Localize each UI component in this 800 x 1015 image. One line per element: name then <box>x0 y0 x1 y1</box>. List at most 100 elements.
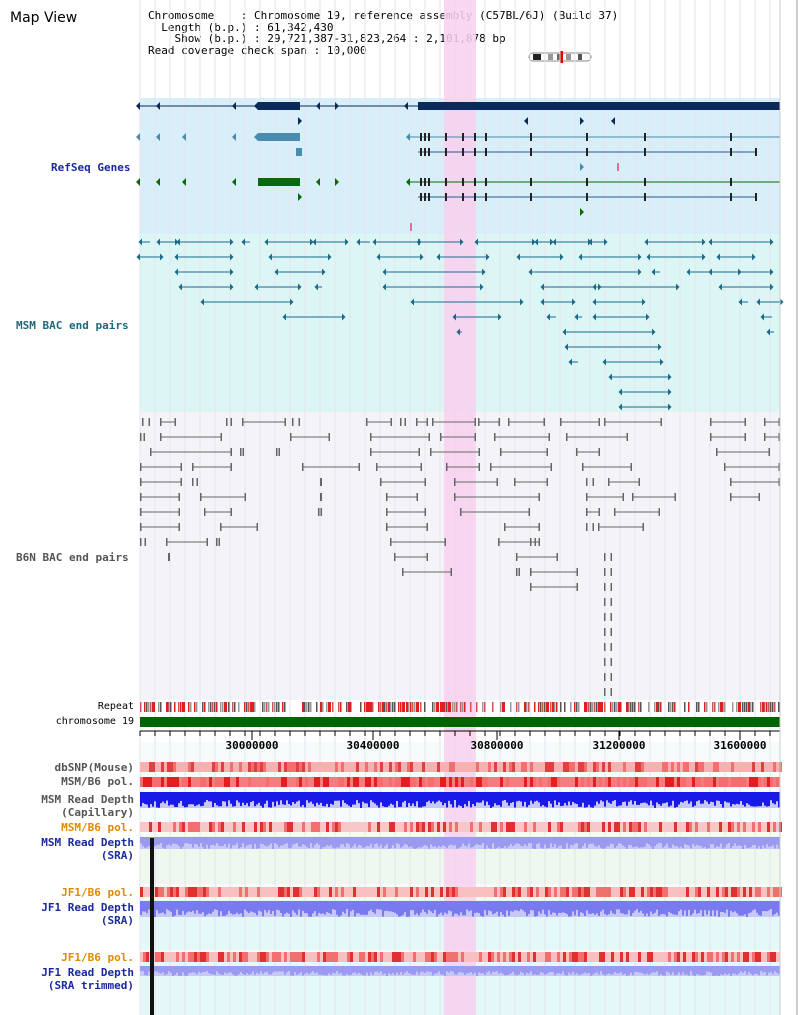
strand-arrow <box>592 283 596 291</box>
depth-bar <box>708 837 710 848</box>
track-label-jf1-depth-trimmed[interactable]: JF1 Read Depth <box>41 966 134 979</box>
depth-bar <box>240 901 242 914</box>
repeat-element <box>380 702 382 712</box>
track-label-jf1-b6-pol-2[interactable]: JF1/B6 pol. <box>61 951 134 964</box>
heat-cell <box>503 952 506 962</box>
depth-bar <box>250 966 252 974</box>
bac-end <box>610 628 612 636</box>
heat-cell <box>455 822 458 832</box>
heat-cell <box>773 822 776 832</box>
depth-bar <box>242 901 244 917</box>
depth-bar <box>408 837 410 848</box>
depth-bar <box>390 901 392 912</box>
depth-bar <box>212 792 214 807</box>
gene-exon <box>258 102 300 110</box>
depth-bar <box>750 966 752 974</box>
heat-cell <box>323 777 326 787</box>
depth-bar <box>548 901 550 911</box>
depth-bar <box>534 901 536 917</box>
depth-bar <box>754 901 756 910</box>
depth-bar <box>314 966 316 974</box>
strand-arrow <box>436 253 440 261</box>
depth-bar <box>754 792 756 807</box>
depth-bar <box>292 837 294 845</box>
heat-cell <box>167 887 170 897</box>
depth-bar <box>718 966 720 976</box>
depth-bar <box>608 792 610 803</box>
depth-bar <box>716 901 718 911</box>
depth-bar <box>558 792 560 803</box>
depth-bar <box>380 792 382 803</box>
repeat-element <box>306 702 308 712</box>
gene-exon <box>730 193 732 201</box>
repeat-element <box>470 702 472 712</box>
depth-bar <box>262 792 264 808</box>
repeat-element <box>612 702 614 712</box>
depth-bar <box>590 837 592 844</box>
depth-bar <box>234 792 236 807</box>
depth-bar <box>564 792 566 804</box>
heat-cell <box>689 822 692 832</box>
track-label-refseq[interactable]: RefSeq Genes <box>51 161 131 174</box>
bac-end <box>598 418 600 426</box>
repeat-element <box>564 702 566 712</box>
heat-cell <box>518 952 521 962</box>
track-label-msm-bac[interactable]: MSM BAC end pairs <box>16 319 129 332</box>
bac-end <box>614 508 616 516</box>
heat-cell <box>683 762 686 772</box>
bac-end <box>560 418 562 426</box>
depth-bar <box>712 837 714 845</box>
repeat-element <box>398 702 400 712</box>
depth-bar <box>446 901 448 914</box>
depth-bar <box>198 901 200 914</box>
depth-bar <box>172 792 174 805</box>
gene-exon <box>296 148 302 156</box>
heat-cell <box>452 887 455 897</box>
depth-bar <box>286 901 288 913</box>
depth-bar <box>722 966 724 976</box>
depth-bar <box>660 966 662 975</box>
depth-bar <box>220 792 222 807</box>
track-label-msm-depth-capillary[interactable]: MSM Read Depth <box>41 793 134 806</box>
heat-cell <box>719 822 722 832</box>
depth-bar <box>542 966 544 973</box>
strand-arrow <box>156 178 160 186</box>
depth-bar <box>530 966 532 972</box>
repeat-element <box>746 702 748 712</box>
heat-cell <box>326 777 329 787</box>
repeat-element <box>724 702 726 712</box>
depth-bar <box>396 837 398 844</box>
depth-bar <box>600 837 602 848</box>
track-label-msm-b6-pol[interactable]: MSM/B6 pol. <box>61 775 134 788</box>
track-label-b6n-bac[interactable]: B6N BAC end pairs <box>16 551 129 564</box>
depth-bar <box>732 966 734 974</box>
depth-bar <box>326 792 328 804</box>
track-label-msm-depth-sra[interactable]: MSM Read Depth <box>41 836 134 849</box>
depth-bar <box>442 792 444 806</box>
track-label-jf1-b6-pol[interactable]: JF1/B6 pol. <box>61 886 134 899</box>
bac-end <box>220 523 222 531</box>
track-label-msm-b6-pol-2[interactable]: MSM/B6 pol. <box>61 821 134 834</box>
depth-bar <box>706 966 708 972</box>
depth-bar <box>276 792 278 802</box>
strand-arrow <box>178 283 182 291</box>
msm-bac-pairs[interactable] <box>136 238 784 411</box>
strand-arrow <box>328 253 332 261</box>
heat-cell <box>488 952 491 962</box>
bac-end <box>140 463 142 471</box>
depth-bar <box>582 837 584 847</box>
depth-bar <box>342 901 344 912</box>
depth-bar <box>576 792 578 805</box>
depth-bar <box>426 837 428 847</box>
depth-bar <box>192 837 194 848</box>
track-label-dbsnp[interactable]: dbSNP(Mouse) <box>54 761 134 774</box>
repeat-element <box>712 702 714 712</box>
depth-bar <box>622 901 624 914</box>
repeat-element <box>552 702 555 712</box>
depth-bar <box>694 966 696 976</box>
depth-bar <box>424 901 426 913</box>
refseq-genes[interactable] <box>136 102 780 231</box>
b6n-bac-pairs[interactable] <box>140 418 780 696</box>
track-label-jf1-depth-sra[interactable]: JF1 Read Depth <box>41 901 134 914</box>
